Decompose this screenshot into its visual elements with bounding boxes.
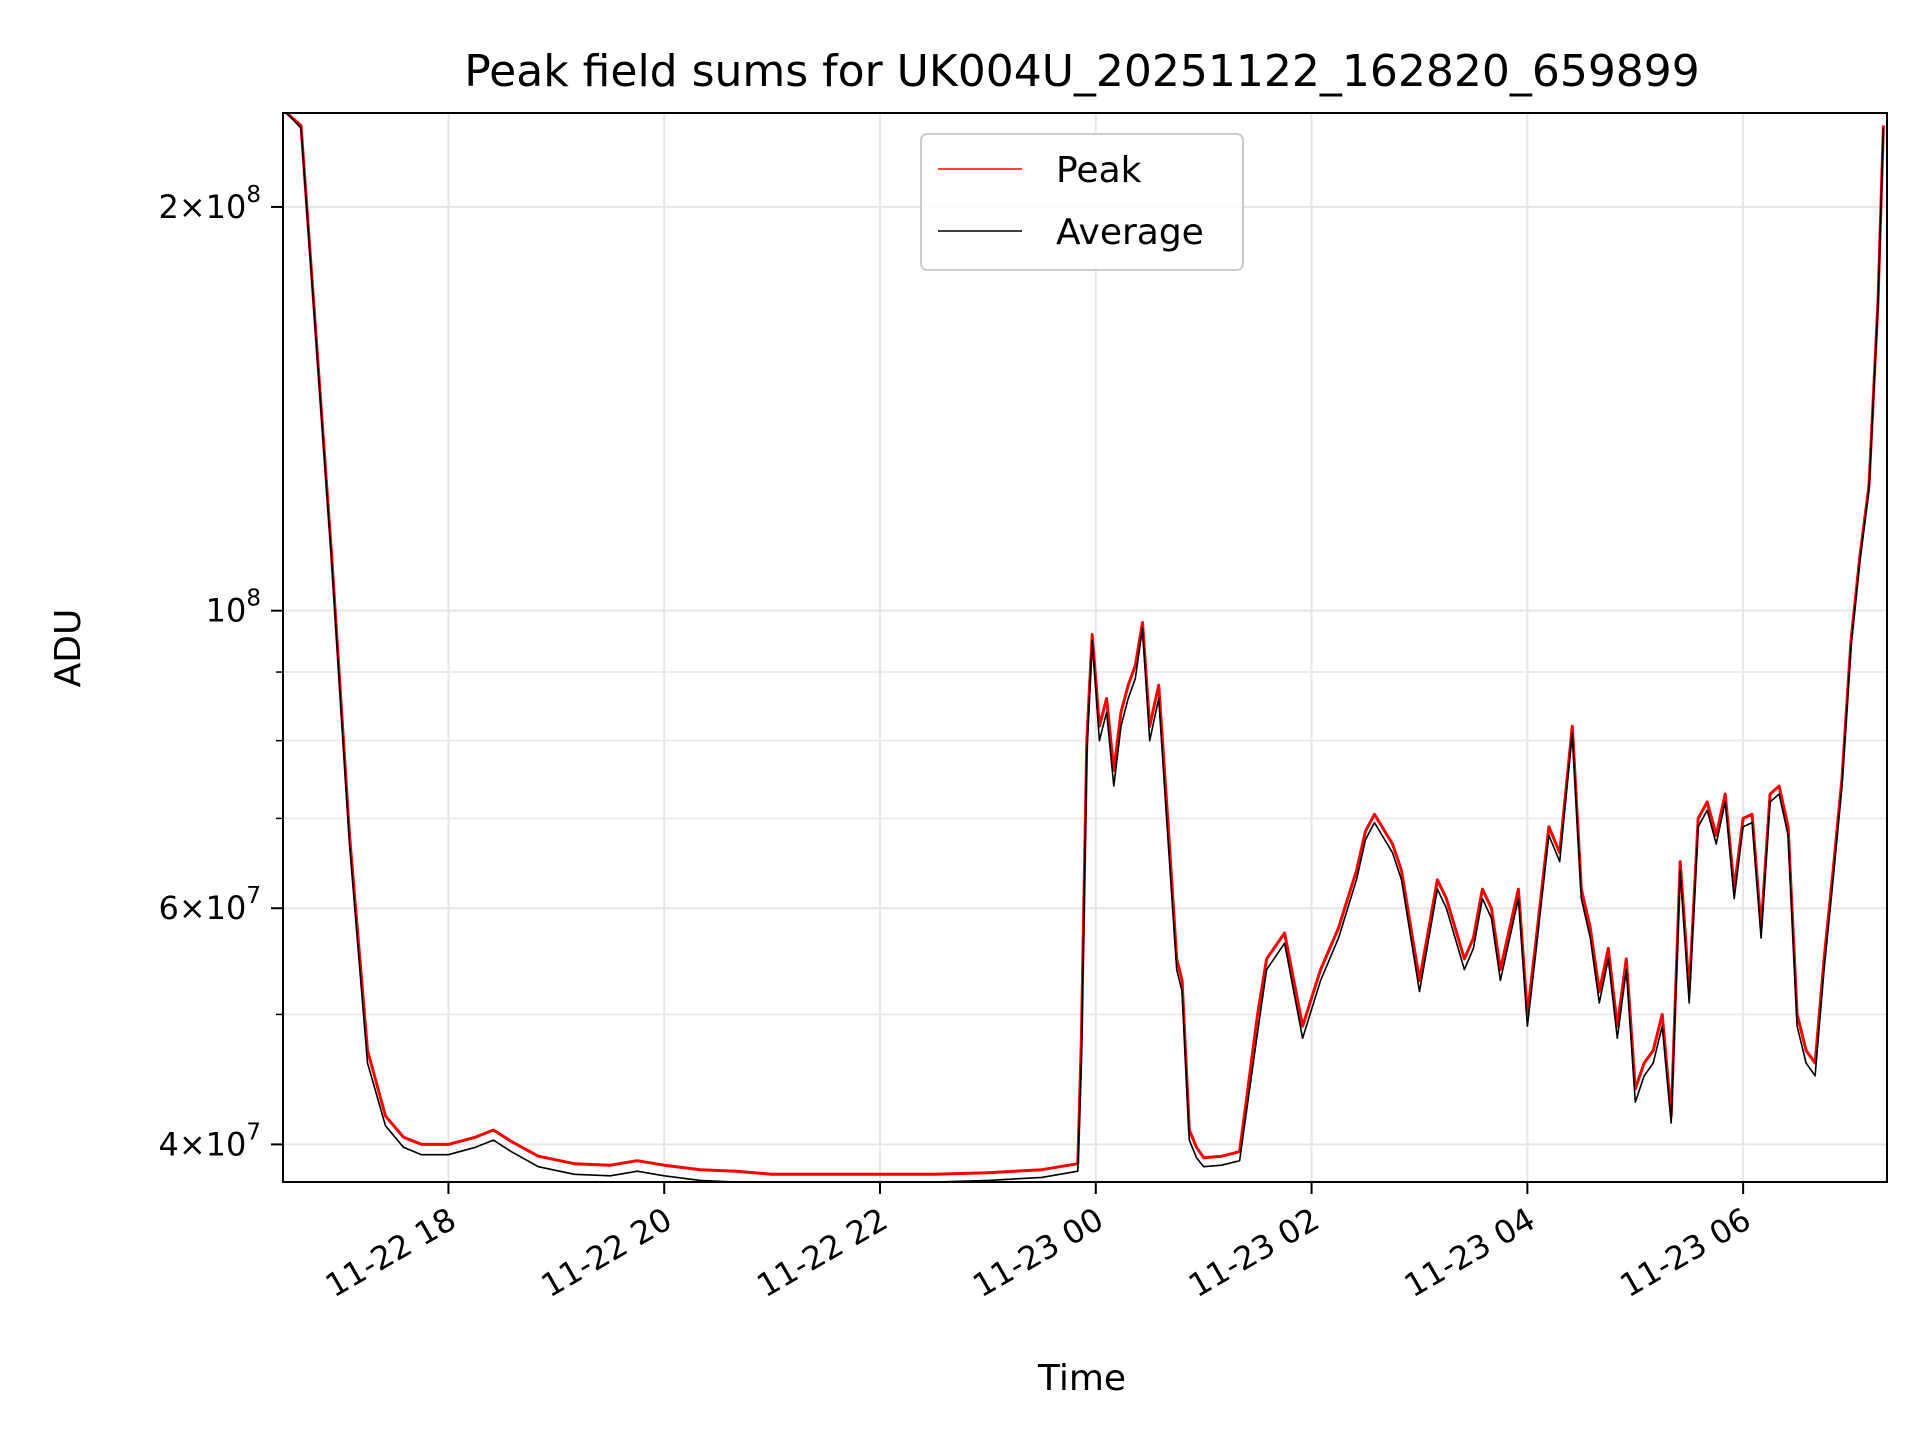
x-axis-label: Time (1037, 1358, 1126, 1399)
y-tick-label: 2×108 (158, 182, 261, 226)
chart-title: Peak field sums for UK004U_20251122_1628… (464, 46, 1700, 97)
y-axis-label: ADU (48, 609, 89, 688)
series-group (285, 113, 1885, 1182)
y-tick-label: 108 (206, 586, 261, 630)
legend-label-peak: Peak (1056, 150, 1142, 191)
y-axis: 4×107 6×107 108 2×108 (158, 182, 283, 1163)
y-tick-label: 6×107 (158, 883, 261, 927)
legend-label-average: Average (1056, 212, 1204, 253)
legend-box (920, 133, 1244, 271)
plot-frame (282, 112, 1888, 1183)
series-line-average (286, 113, 1885, 1182)
legend: Peak Average (920, 133, 1244, 271)
y-tick-label: 4×107 (158, 1119, 261, 1163)
